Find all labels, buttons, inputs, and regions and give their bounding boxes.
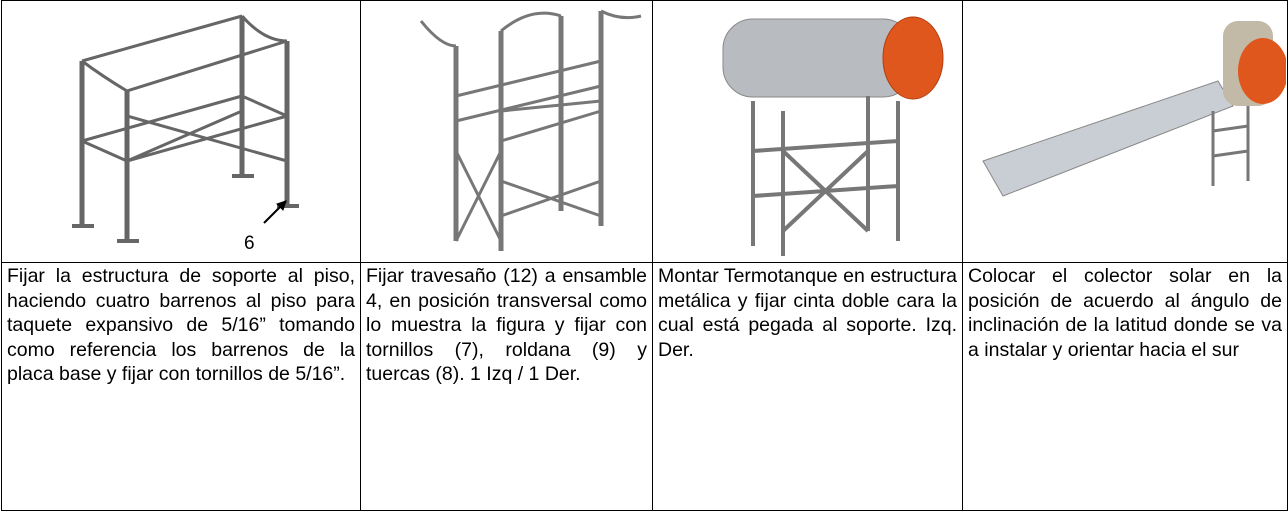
image-cell (652, 0, 963, 263)
instruction-text: Fijar travesaño (12) a ensamble 4, en po… (360, 262, 653, 511)
part-label: 6 (244, 233, 255, 254)
image-cell: 6 (1, 0, 361, 263)
instruction-text: Colocar el colector solar en la posición… (962, 262, 1288, 511)
frame-image (72, 14, 299, 243)
tank-image (722, 16, 944, 256)
instruction-text: Fijar la estructura de soporte al piso, … (1, 262, 361, 511)
frame-image (419, 9, 642, 251)
image-cell (962, 0, 1288, 263)
image-cell (360, 0, 653, 263)
instruction-text: Montar Termotanque en estructura metálic… (652, 262, 963, 511)
collector-image (982, 21, 1286, 197)
